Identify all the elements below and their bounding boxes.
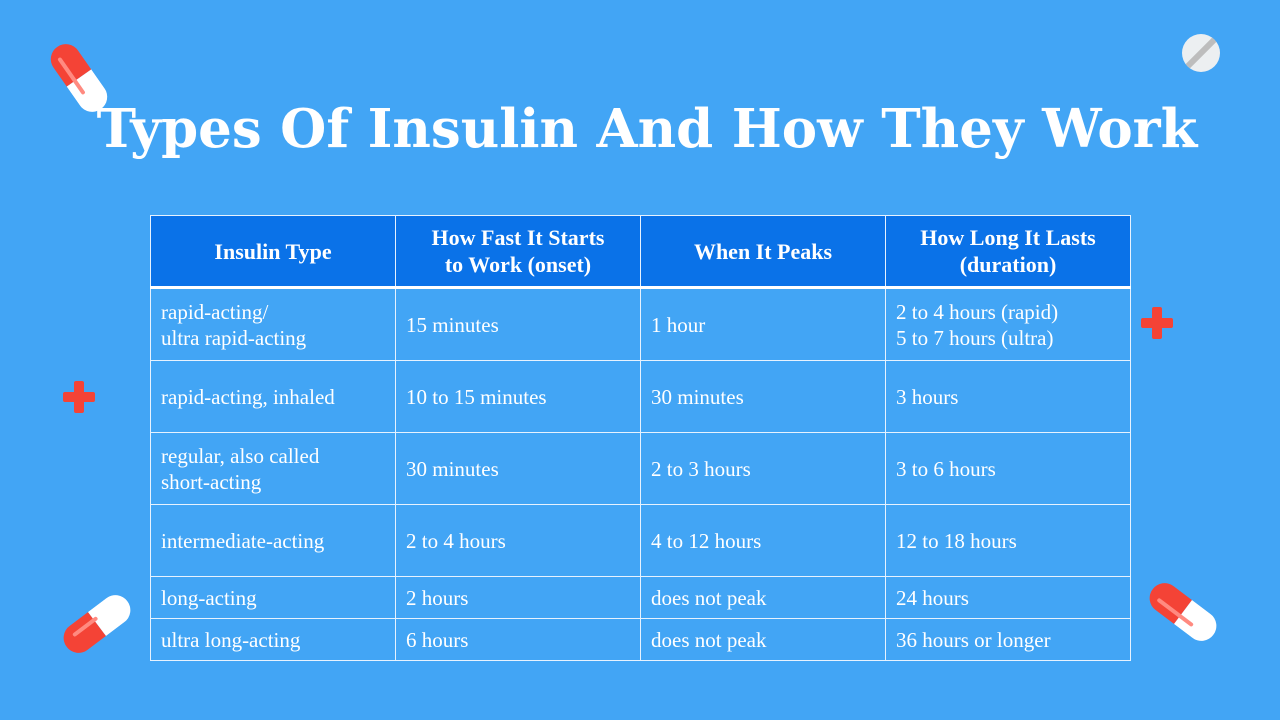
- cell-insulin-type: regular, also called short-acting: [150, 432, 396, 505]
- cell-duration: 3 hours: [885, 360, 1131, 433]
- header-onset: How Fast It Starts to Work (onset): [395, 215, 641, 289]
- table-row: ultra long-acting 6 hours does not peak …: [150, 618, 1131, 661]
- cell-duration: 3 to 6 hours: [885, 432, 1131, 505]
- medical-cross-icon: [1141, 307, 1173, 339]
- header-insulin-type: Insulin Type: [150, 215, 396, 289]
- cell-insulin-type: ultra long-acting: [150, 618, 396, 661]
- cell-insulin-type: long-acting: [150, 576, 396, 619]
- table-row: rapid-acting, inhaled 10 to 15 minutes 3…: [150, 360, 1131, 433]
- cell-peak: does not peak: [640, 576, 886, 619]
- cell-peak: 2 to 3 hours: [640, 432, 886, 505]
- table-row: long-acting 2 hours does not peak 24 hou…: [150, 576, 1131, 619]
- cell-onset: 15 minutes: [395, 287, 641, 361]
- cell-onset: 2 to 4 hours: [395, 504, 641, 577]
- cell-duration: 36 hours or longer: [885, 618, 1131, 661]
- cell-peak: 4 to 12 hours: [640, 504, 886, 577]
- cell-duration: 2 to 4 hours (rapid) 5 to 7 hours (ultra…: [885, 287, 1131, 361]
- cell-insulin-type: intermediate-acting: [150, 504, 396, 577]
- cell-onset: 10 to 15 minutes: [395, 360, 641, 433]
- cell-duration: 12 to 18 hours: [885, 504, 1131, 577]
- table-row: rapid-acting/ ultra rapid-acting 15 minu…: [150, 287, 1131, 361]
- cell-onset: 6 hours: [395, 618, 641, 661]
- page-title: Types Of Insulin And How They Work: [96, 98, 1198, 160]
- table-header-row: Insulin Type How Fast It Starts to Work …: [150, 215, 1131, 289]
- table-row: regular, also called short-acting 30 min…: [150, 432, 1131, 505]
- cell-onset: 30 minutes: [395, 432, 641, 505]
- cell-duration: 24 hours: [885, 576, 1131, 619]
- insulin-table: Insulin Type How Fast It Starts to Work …: [150, 215, 1131, 661]
- tablet-icon: [1182, 34, 1220, 72]
- medical-cross-icon: [63, 381, 95, 413]
- header-peak: When It Peaks: [640, 215, 886, 289]
- table-row: intermediate-acting 2 to 4 hours 4 to 12…: [150, 504, 1131, 577]
- cell-insulin-type: rapid-acting/ ultra rapid-acting: [150, 287, 396, 361]
- cell-peak: 30 minutes: [640, 360, 886, 433]
- header-duration: How Long It Lasts (duration): [885, 215, 1131, 289]
- cell-peak: does not peak: [640, 618, 886, 661]
- capsule-icon: [57, 589, 137, 659]
- cell-onset: 2 hours: [395, 576, 641, 619]
- capsule-icon: [1143, 577, 1223, 647]
- cell-peak: 1 hour: [640, 287, 886, 361]
- cell-insulin-type: rapid-acting, inhaled: [150, 360, 396, 433]
